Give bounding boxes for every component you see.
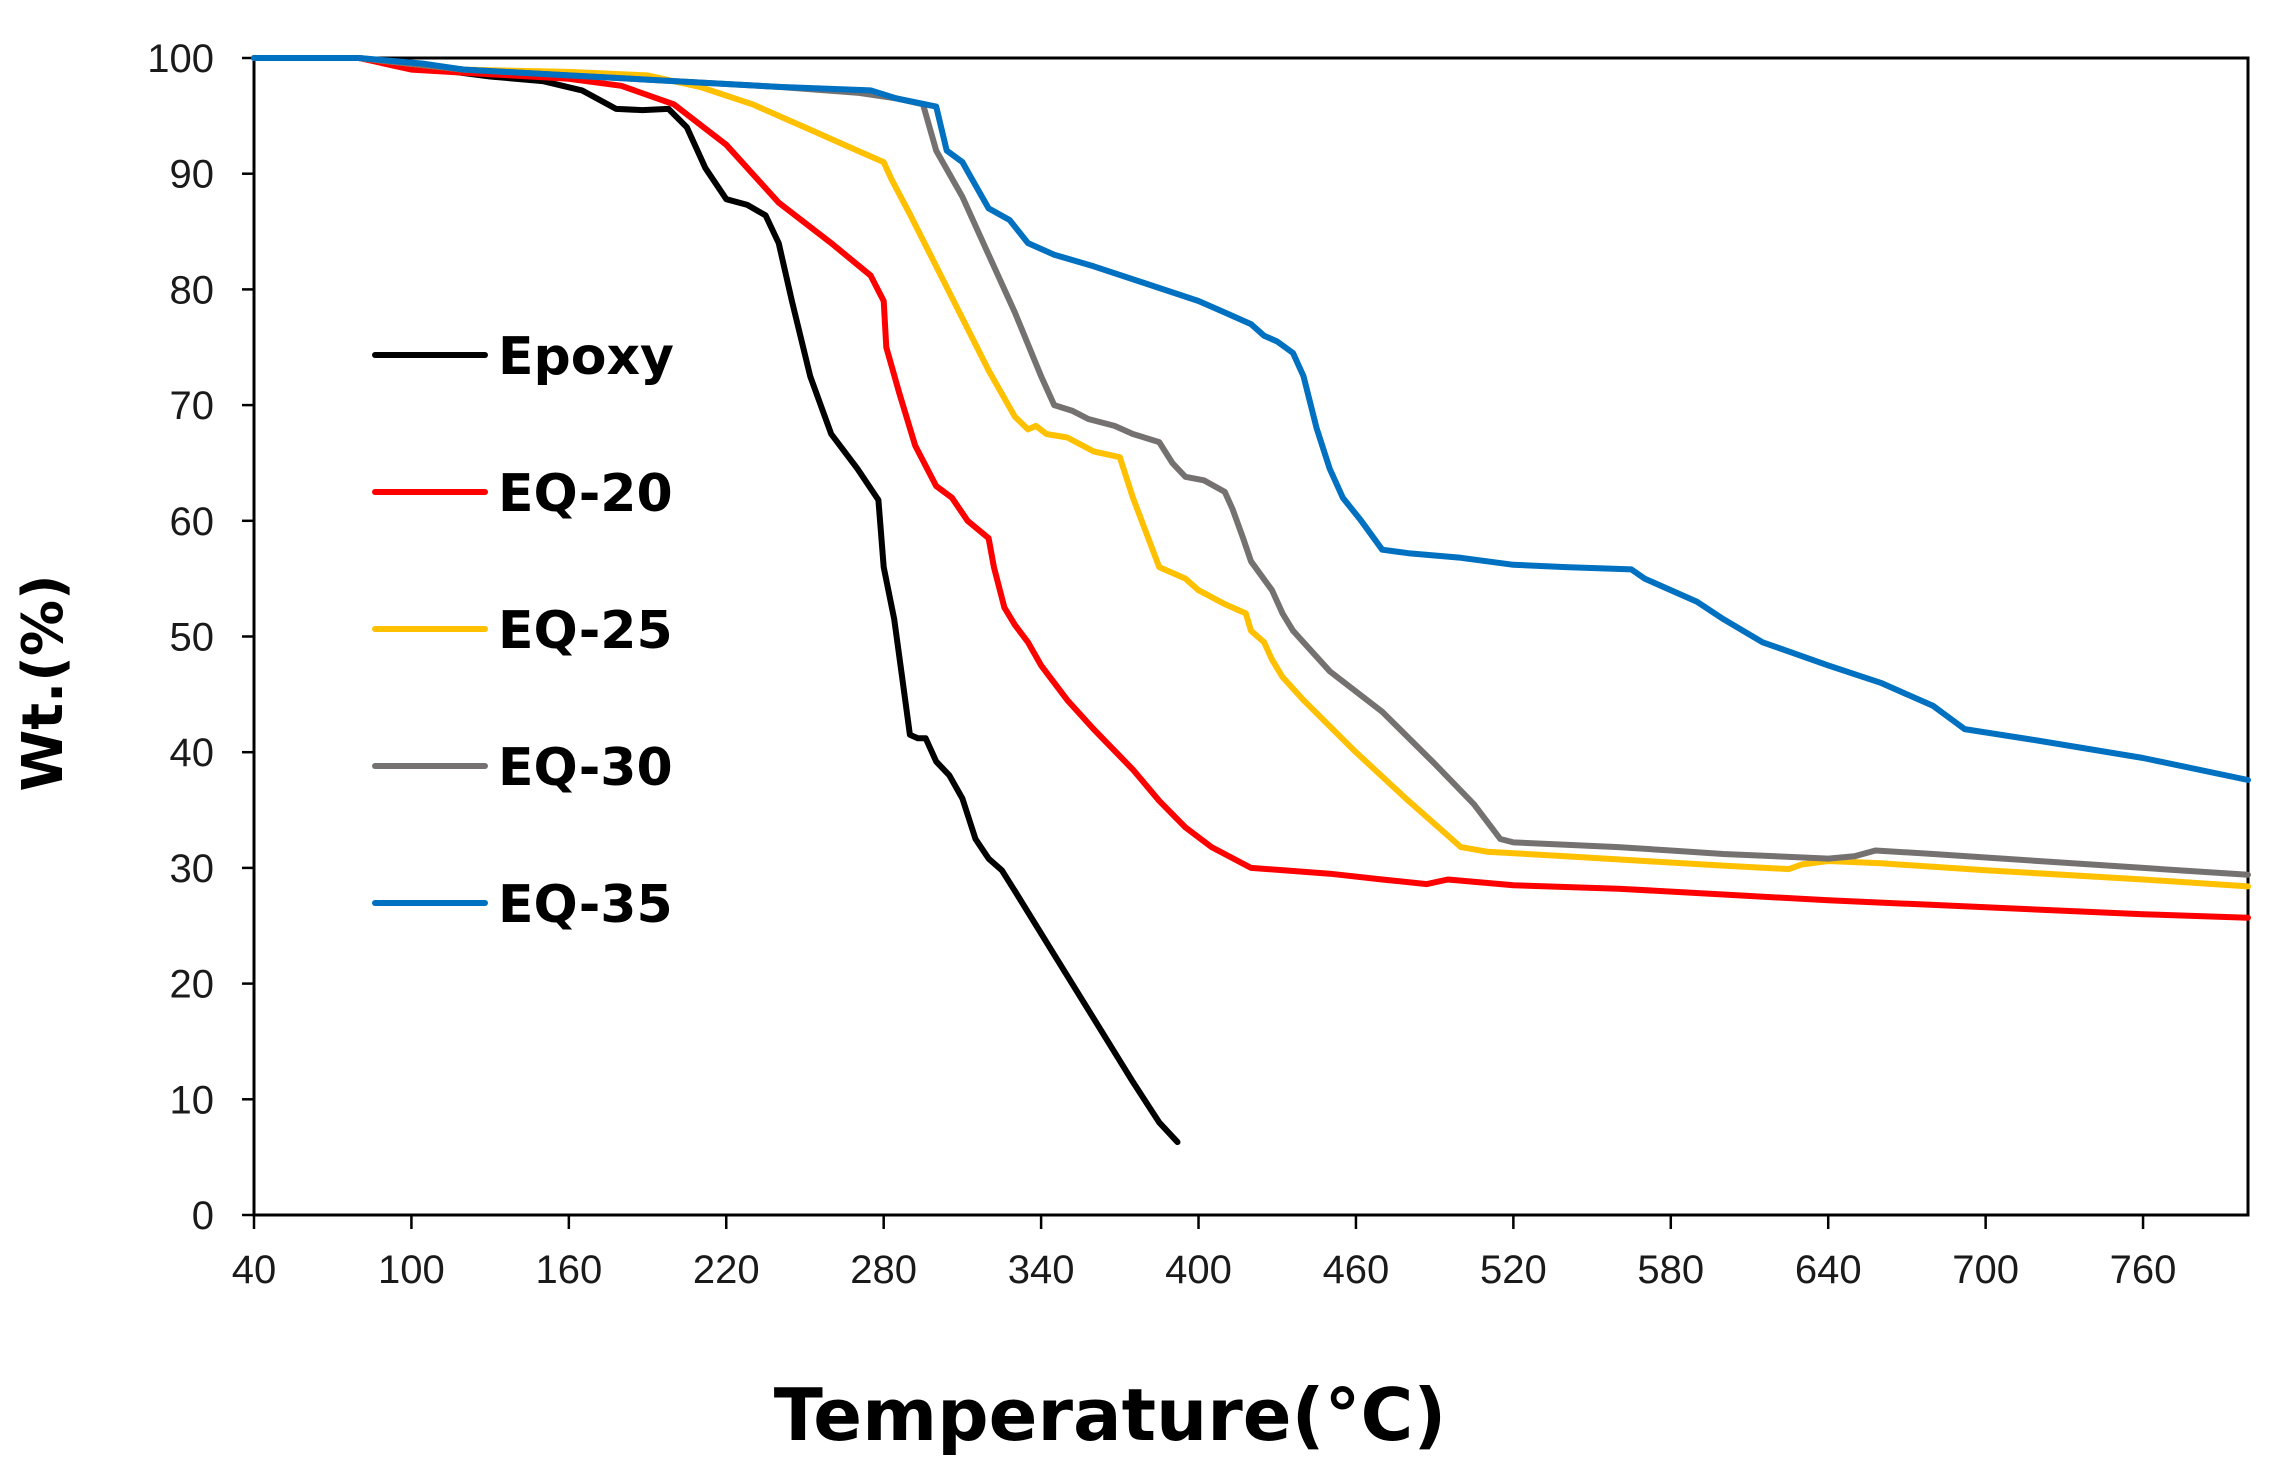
x-tick-label: 220 <box>693 1248 760 1292</box>
x-tick-label: 40 <box>232 1248 277 1292</box>
x-tick-label: 460 <box>1323 1248 1390 1292</box>
series-line-eq-20 <box>251 55 2251 921</box>
x-tick-label: 160 <box>535 1248 602 1292</box>
x-axis-title: Temperature(°C) <box>774 1373 1447 1457</box>
y-tick-label: 70 <box>170 384 215 428</box>
series-lines <box>251 55 2251 1146</box>
x-tick-label: 520 <box>1480 1248 1547 1292</box>
legend-item: Epoxy <box>372 327 674 387</box>
y-tick-label: 50 <box>170 616 215 660</box>
legend-label: EQ-20 <box>498 464 673 524</box>
x-tick-label: 400 <box>1165 1248 1232 1292</box>
y-tick-label: 40 <box>170 731 215 775</box>
y-axis: 0 10 20 30 40 50 60 70 80 90 100 <box>147 37 254 1238</box>
y-tick-label: 10 <box>170 1078 215 1122</box>
legend: Epoxy EQ-20 EQ-25 EQ-30 EQ-35 <box>372 327 674 935</box>
legend-item: EQ-30 <box>372 738 673 798</box>
y-axis-title: Wt.(%) <box>11 574 76 791</box>
y-tick-label: 80 <box>170 268 215 312</box>
x-tick-label: 580 <box>1637 1248 1704 1292</box>
x-tick-label: 280 <box>850 1248 917 1292</box>
y-tick-label: 60 <box>170 500 215 544</box>
x-tick-label: 700 <box>1952 1248 2019 1292</box>
legend-item: EQ-35 <box>372 875 673 935</box>
legend-item: EQ-25 <box>372 601 673 661</box>
y-tick-label: 20 <box>170 963 215 1007</box>
y-tick-label: 30 <box>170 847 215 891</box>
series-line-epoxy <box>251 55 1181 1146</box>
x-tick-label: 760 <box>2110 1248 2177 1292</box>
y-tick-label: 0 <box>192 1194 214 1238</box>
series-line-eq-35 <box>251 55 2251 783</box>
y-tick-label: 90 <box>170 153 215 197</box>
legend-label: EQ-30 <box>498 738 673 798</box>
legend-label: EQ-25 <box>498 601 673 661</box>
x-tick-label: 100 <box>378 1248 445 1292</box>
legend-label: EQ-35 <box>498 875 673 935</box>
x-tick-label: 340 <box>1008 1248 1075 1292</box>
x-axis: 40 100 160 220 280 340 400 460 520 580 640 700 760 <box>232 1215 2177 1292</box>
legend-label: Epoxy <box>498 327 674 387</box>
x-tick-label: 640 <box>1795 1248 1862 1292</box>
y-tick-label: 100 <box>147 37 214 81</box>
legend-item: EQ-20 <box>372 464 673 524</box>
series-line-eq-25 <box>251 55 2251 890</box>
